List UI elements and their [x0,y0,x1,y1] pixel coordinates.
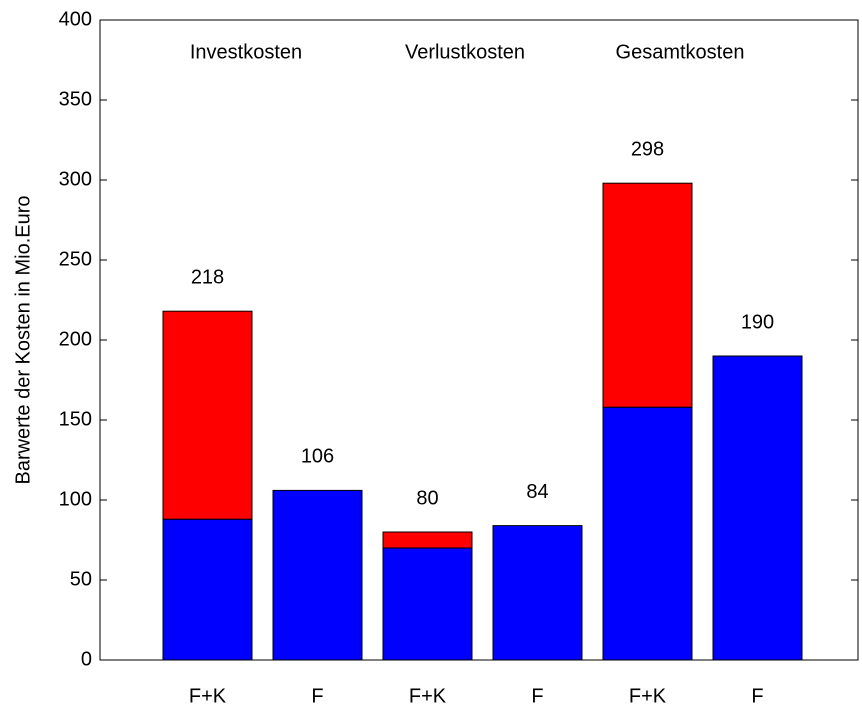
y-tick-label: 300 [59,168,92,190]
total-label: 190 [741,311,774,333]
x-tick-label: F+K [629,685,667,707]
total-label: 80 [416,487,438,509]
axes-box [99,19,859,661]
y-tick-label: 200 [59,328,92,350]
total-label: 106 [301,446,334,468]
bar-segment [602,406,693,661]
y-axis-label: Barwerte der Kosten in Mio.Euro [12,195,34,484]
bar-segment [162,310,253,520]
y-tick-label: 250 [59,248,92,270]
bar-segment [382,547,473,661]
total-label: 218 [191,266,224,288]
bar-segment [602,182,693,408]
y-tick-label: 150 [59,408,92,430]
bar-segment [492,525,583,661]
total-label: 84 [526,481,548,503]
y-tick-label: 400 [59,8,92,30]
x-tick-label: F+K [189,685,227,707]
group-label: Investkosten [190,41,302,63]
bar-segment [272,489,363,661]
y-tick-label: 50 [70,568,92,590]
y-tick-label: 0 [81,648,92,670]
bar-segment [382,531,473,549]
x-tick-label: F [311,685,323,707]
x-tick-label: F+K [409,685,447,707]
bar-segment [712,355,803,661]
x-tick-label: F [531,685,543,707]
bar-segment [162,518,253,661]
group-label: Verlustkosten [405,41,525,63]
group-label: Gesamtkosten [616,41,745,63]
total-label: 298 [631,138,664,160]
y-tick-label: 350 [59,88,92,110]
x-tick-label: F [751,685,763,707]
y-tick-label: 100 [59,488,92,510]
